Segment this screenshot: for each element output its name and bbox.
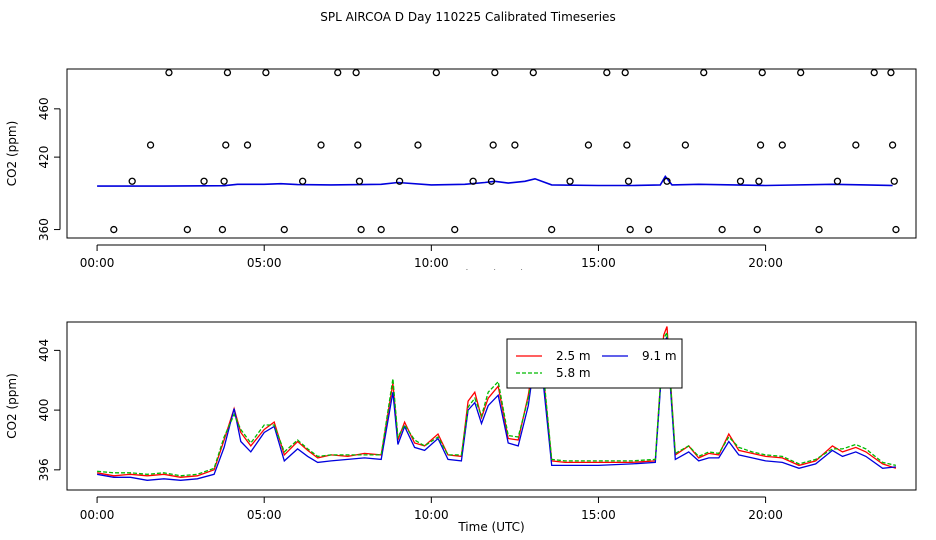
y-tick-label: 460 — [37, 97, 51, 120]
data-point — [756, 141, 765, 149]
y-tick-label: 360 — [37, 218, 51, 241]
data-point — [758, 68, 766, 77]
data-point — [183, 225, 191, 234]
data-point — [220, 177, 228, 185]
data-point — [718, 225, 726, 234]
data-point — [128, 177, 136, 185]
data-point — [700, 68, 708, 77]
y-axis-label: CO2 (ppm) — [5, 373, 19, 439]
data-point — [262, 68, 270, 77]
x-tick-label: 15:00 — [581, 508, 616, 522]
data-point — [451, 225, 459, 234]
data-point — [469, 177, 477, 185]
data-point — [753, 225, 761, 234]
y-tick-label: 396 — [37, 458, 51, 481]
data-point — [890, 177, 898, 185]
data-point — [317, 141, 325, 149]
data-point — [584, 141, 593, 149]
x-tick-label: 05:00 — [247, 508, 282, 522]
x-tick-label: 15:00 — [581, 256, 616, 270]
data-point — [852, 141, 860, 149]
x-axis-label: Time (UTC) — [457, 268, 524, 270]
chart-bottom: 00:00 05:00 10:00 15:00 20:00 Time (UTC) 396 40… — [5, 321, 917, 534]
legend-label: 2.5 m — [556, 349, 591, 363]
y-tick-label: 420 — [37, 146, 51, 169]
data-point — [243, 141, 252, 149]
data-point — [644, 225, 653, 234]
data-point — [110, 225, 118, 234]
series-line — [97, 174, 893, 187]
data-point — [491, 68, 499, 77]
data-point — [681, 141, 690, 149]
x-tick-label: 20:00 — [748, 256, 783, 270]
chart-top: 00:00 05:00 10:00 15:00 20:00 Time (UTC) 360 42… — [5, 68, 917, 270]
data-point — [624, 177, 633, 185]
data-point — [357, 225, 365, 234]
x-tick-label: 10:00 — [414, 508, 449, 522]
x-tick-label: 10:00 — [414, 256, 449, 270]
data-point — [815, 225, 823, 234]
data-point — [298, 177, 307, 185]
page-title: SPL AIRCOA D Day 110225 Calibrated Times… — [320, 10, 616, 24]
data-point — [566, 177, 574, 185]
x-tick-label: 05:00 — [247, 256, 282, 270]
data-point — [833, 177, 842, 185]
legend-label: 5.8 m — [556, 366, 591, 380]
plot-frame — [66, 321, 917, 491]
series-line-91m — [96, 334, 896, 481]
data-point — [548, 225, 556, 234]
series-line-25m — [96, 326, 897, 478]
y-tick-label: 404 — [37, 339, 51, 362]
data-point — [778, 141, 786, 149]
series-line-58m — [97, 330, 897, 477]
data-point — [489, 141, 497, 149]
data-point — [755, 177, 763, 185]
data-point — [870, 68, 878, 77]
data-point — [797, 68, 805, 77]
data-point — [352, 68, 360, 77]
data-point — [395, 177, 404, 185]
y-tick-label: 400 — [37, 399, 51, 422]
data-point — [663, 177, 671, 185]
data-point — [529, 68, 537, 77]
x-axis-label: Time (UTC) — [457, 520, 524, 534]
x-tick-label: 20:00 — [748, 508, 783, 522]
data-point — [887, 68, 895, 77]
data-point — [280, 225, 288, 234]
data-point — [165, 68, 173, 77]
x-tick-label: 00:00 — [80, 256, 115, 270]
plot-frame — [66, 68, 917, 239]
data-point — [377, 225, 385, 234]
data-point — [414, 141, 422, 149]
data-point — [736, 177, 745, 185]
data-point — [432, 68, 440, 77]
x-tick-label: 00:00 — [80, 508, 115, 522]
data-point — [511, 141, 519, 149]
data-point — [621, 68, 629, 77]
data-point — [892, 225, 900, 234]
data-point — [218, 225, 227, 234]
data-point — [223, 68, 232, 77]
data-point — [146, 141, 155, 149]
legend-label: 9.1 m — [642, 349, 677, 363]
data-point — [200, 177, 208, 185]
data-point — [354, 141, 362, 149]
data-point — [222, 141, 230, 149]
y-axis-label: CO2 (ppm) — [5, 121, 19, 187]
legend-box — [506, 338, 683, 389]
data-point — [888, 141, 897, 149]
data-point — [355, 177, 364, 185]
data-point — [626, 225, 634, 234]
data-point — [487, 177, 496, 185]
data-point — [603, 68, 611, 77]
data-point — [623, 141, 631, 149]
data-point — [334, 68, 342, 77]
